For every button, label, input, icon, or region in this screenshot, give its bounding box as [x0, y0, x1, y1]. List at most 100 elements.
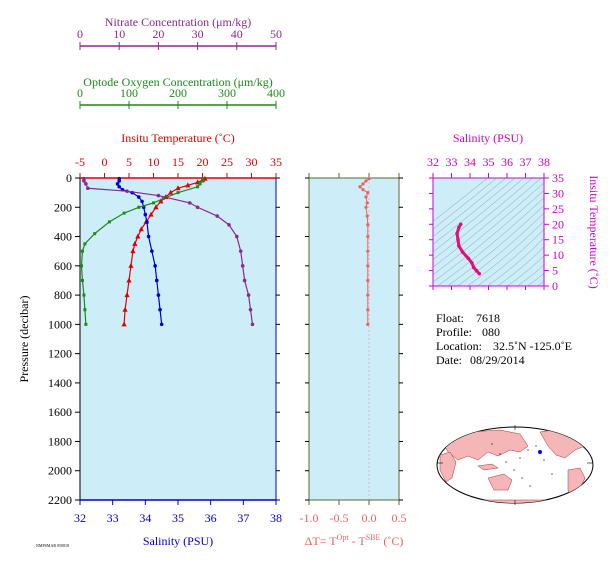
oxygen-point	[83, 242, 87, 246]
delta-t-tick-label: -1.0	[300, 511, 319, 525]
pressure-tick-label: 600	[54, 259, 72, 273]
ts-y-tick-label: 5	[552, 264, 558, 278]
density-contour	[433, 189, 544, 283]
delta-t-point	[358, 185, 362, 189]
oxygen-axis-label: Optode Oxygen Concentration (μm/kg)	[83, 75, 272, 89]
pressure-tick-label: 1200	[48, 347, 72, 361]
oxygen-point	[84, 322, 88, 326]
delta-t-point	[365, 214, 369, 218]
oxygen-point	[93, 232, 97, 236]
ts-y-tick-label: 20	[552, 217, 564, 231]
density-contour	[433, 182, 544, 275]
salinity-point	[145, 220, 149, 224]
delta-t-point	[364, 179, 368, 183]
pressure-tick-label: 1600	[48, 405, 72, 419]
oxygen-tick-label: 300	[218, 86, 236, 100]
delta-t-point	[366, 264, 370, 268]
ts-x-tick-label: 33	[446, 155, 458, 169]
ts-point	[457, 244, 461, 248]
salinity-tick-label: 33	[107, 511, 119, 525]
temperature-point	[121, 321, 127, 327]
density-contour	[497, 246, 544, 286]
delta-t-point	[366, 278, 370, 283]
profile-plot-area	[79, 177, 277, 501]
oxygen-point	[80, 249, 84, 253]
pressure-axis-label: Pressure (decibar)	[17, 296, 31, 383]
profile-label: Profile:	[436, 325, 472, 339]
ts-x-tick-label: 38	[538, 155, 550, 169]
salinity-tick-label: 38	[270, 511, 282, 525]
nitrate-point	[240, 264, 245, 268]
ts-y-tick-label: 25	[552, 202, 564, 216]
float-location-marker	[538, 450, 542, 454]
ts-y-tick-label: 10	[552, 248, 564, 262]
delta-t-plot-area	[308, 177, 400, 501]
temperature-point	[122, 306, 128, 312]
temperature-point	[132, 240, 138, 246]
temperature-tick-label: 15	[172, 155, 184, 169]
delta-t-tick-label: 0.0	[362, 511, 377, 525]
oxygen-point	[83, 308, 87, 312]
nitrate-point	[86, 186, 90, 191]
temperature-tick-label: -5	[75, 155, 85, 169]
delta-t-point	[366, 308, 370, 312]
pressure-tick-label: 2200	[48, 493, 72, 507]
nitrate-point	[248, 307, 253, 312]
oxygen-point	[196, 185, 200, 189]
density-contour	[487, 237, 544, 286]
temperature-point	[126, 277, 132, 283]
pressure-tick-label: 800	[54, 288, 72, 302]
delta-t-tick-label: 0.5	[392, 511, 407, 525]
delta-t-point	[366, 322, 370, 326]
pressure-tick-label: 1800	[48, 434, 72, 448]
pressure-tick-label: 200	[54, 200, 72, 214]
pressure-axis-ticks: 0 200 400 600 800 1000 1200 1400 1600 1800 2000 220…	[48, 171, 280, 507]
map-africa	[439, 451, 457, 483]
oxygen-point	[198, 182, 202, 186]
ts-point	[470, 261, 474, 265]
oxygen-tick-label: 400	[267, 86, 285, 100]
temperature-tick-label: 10	[148, 155, 160, 169]
density-contour	[433, 178, 525, 253]
nitrate-point	[187, 201, 192, 205]
ts-y-tick-label: 30	[552, 186, 564, 200]
temperature-tick-label: 30	[246, 155, 258, 169]
temperature-point	[153, 204, 159, 210]
pressure-tick-label: 0	[66, 171, 72, 185]
ts-point	[457, 225, 461, 230]
oxygen-point	[201, 177, 204, 181]
ts-plot-area	[432, 177, 545, 287]
delta-t-point	[367, 177, 371, 181]
ts-point	[460, 250, 465, 254]
nitrate-point	[250, 322, 255, 327]
nitrate-point	[82, 179, 86, 183]
pressure-tick-label: 1400	[48, 376, 72, 390]
nitrate-tick-label: 20	[152, 27, 164, 41]
delta-t-series	[358, 177, 371, 326]
nitrate-point	[125, 189, 129, 193]
oxygen-point	[176, 191, 180, 195]
oxygen-point	[107, 220, 111, 224]
salinity-tick-label: 37	[237, 511, 249, 525]
temperature-point	[158, 198, 164, 204]
temperature-tick-label: 5	[126, 155, 132, 169]
delta-t-axis-label: ΔT= TOpt - TSBE (˚C)	[305, 533, 404, 548]
ts-x-tick-label: 36	[501, 155, 513, 169]
map-australia	[487, 473, 513, 491]
nitrate-point	[238, 249, 243, 253]
ts-y-tick-label: 0	[552, 279, 558, 293]
oxygen-tick-label: 0	[77, 86, 83, 100]
nitrate-point	[246, 293, 251, 297]
ts-y-tick-label: 35	[552, 171, 564, 185]
temperature-tick-label: 25	[221, 155, 233, 169]
oxygen-point	[79, 264, 83, 268]
nitrate-point	[235, 234, 239, 239]
ts-point	[477, 271, 482, 276]
temperature-point	[138, 226, 144, 232]
density-contour	[447, 205, 544, 286]
oxygen-point	[137, 205, 141, 209]
salinity-point	[153, 264, 157, 268]
ts-x-tick-label: 32	[427, 155, 439, 169]
delta-t-point	[361, 182, 365, 186]
salinity-point	[154, 278, 159, 283]
